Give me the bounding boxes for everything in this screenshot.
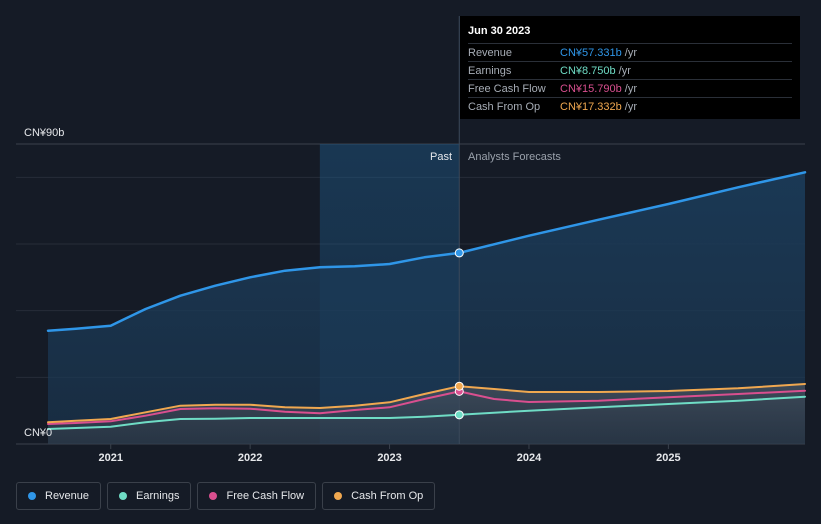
cfo-line bbox=[47, 383, 806, 424]
tooltip-row-free-cash-flow: Free Cash Flow CN¥15.790b /yr bbox=[468, 79, 792, 97]
legend-item-cash-from-op[interactable]: Cash From Op bbox=[322, 482, 436, 510]
fcf-line bbox=[47, 389, 806, 425]
legend-label: Revenue bbox=[45, 490, 90, 502]
x-tick-label: 2021 bbox=[98, 452, 122, 464]
tooltip-label: Free Cash Flow bbox=[468, 82, 546, 95]
legend-item-free-cash-flow[interactable]: Free Cash Flow bbox=[197, 482, 317, 510]
tooltip-unit: /yr bbox=[618, 64, 631, 77]
x-tick-label: 2025 bbox=[656, 452, 680, 464]
revenue-line bbox=[46, 171, 807, 332]
cash-from-op-dot-icon bbox=[334, 492, 343, 500]
revenue-dot-icon bbox=[28, 492, 36, 500]
tooltip-row-revenue: Revenue CN¥57.331b /yr bbox=[468, 43, 792, 61]
tooltip-label: Earnings bbox=[468, 64, 512, 77]
y-axis-bottom-label: CN¥0 bbox=[24, 427, 52, 439]
hover-tooltip: Jun 30 2023 Revenue CN¥57.331b /yr Earni… bbox=[460, 16, 800, 119]
tooltip-label: Cash From Op bbox=[468, 100, 541, 113]
legend-label: Earnings bbox=[136, 490, 180, 502]
series-markers bbox=[454, 248, 464, 420]
earnings-marker bbox=[454, 410, 464, 420]
legend-item-revenue[interactable]: Revenue bbox=[16, 482, 102, 510]
tooltip-row-cash-from-op: Cash From Op CN¥17.332b /yr bbox=[468, 97, 792, 115]
earnings-line bbox=[47, 395, 806, 430]
tooltip-unit: /yr bbox=[624, 46, 638, 59]
y-axis-top-label: CN¥90b bbox=[24, 127, 64, 139]
revenue-marker bbox=[454, 248, 464, 258]
tooltip-value: CN¥15.790b bbox=[560, 82, 622, 95]
tooltip-value: CN¥8.750b bbox=[560, 64, 616, 77]
tooltip-label: Revenue bbox=[468, 46, 513, 59]
free-cash-flow-dot-icon bbox=[209, 492, 218, 500]
legend-label: Free Cash Flow bbox=[226, 490, 305, 502]
legend-item-earnings[interactable]: Earnings bbox=[107, 482, 192, 510]
tooltip-row-earnings: Earnings CN¥8.750b /yr bbox=[468, 61, 792, 79]
cfo-marker bbox=[454, 381, 464, 391]
forecast-label: Analysts Forecasts bbox=[468, 151, 561, 163]
legend: Revenue Earnings Free Cash Flow Cash Fro… bbox=[16, 482, 436, 510]
tooltip-unit: /yr bbox=[624, 100, 638, 113]
tooltip-date: Jun 30 2023 bbox=[468, 25, 531, 37]
past-label: Past bbox=[430, 151, 452, 163]
revenue-area bbox=[48, 172, 805, 445]
earnings-dot-icon bbox=[119, 492, 128, 500]
tooltip-unit: /yr bbox=[624, 82, 638, 95]
tooltip-value: CN¥57.331b bbox=[560, 46, 622, 59]
x-tick-label: 2024 bbox=[517, 452, 542, 464]
x-tick-label: 2022 bbox=[238, 452, 262, 464]
x-axis-ticks: 2021 2022 2023 2024 2025 bbox=[98, 444, 681, 464]
x-tick-label: 2023 bbox=[377, 452, 401, 464]
legend-label: Cash From Op bbox=[351, 490, 424, 502]
series-lines bbox=[46, 171, 807, 430]
tooltip-value: CN¥17.332b bbox=[560, 100, 622, 113]
